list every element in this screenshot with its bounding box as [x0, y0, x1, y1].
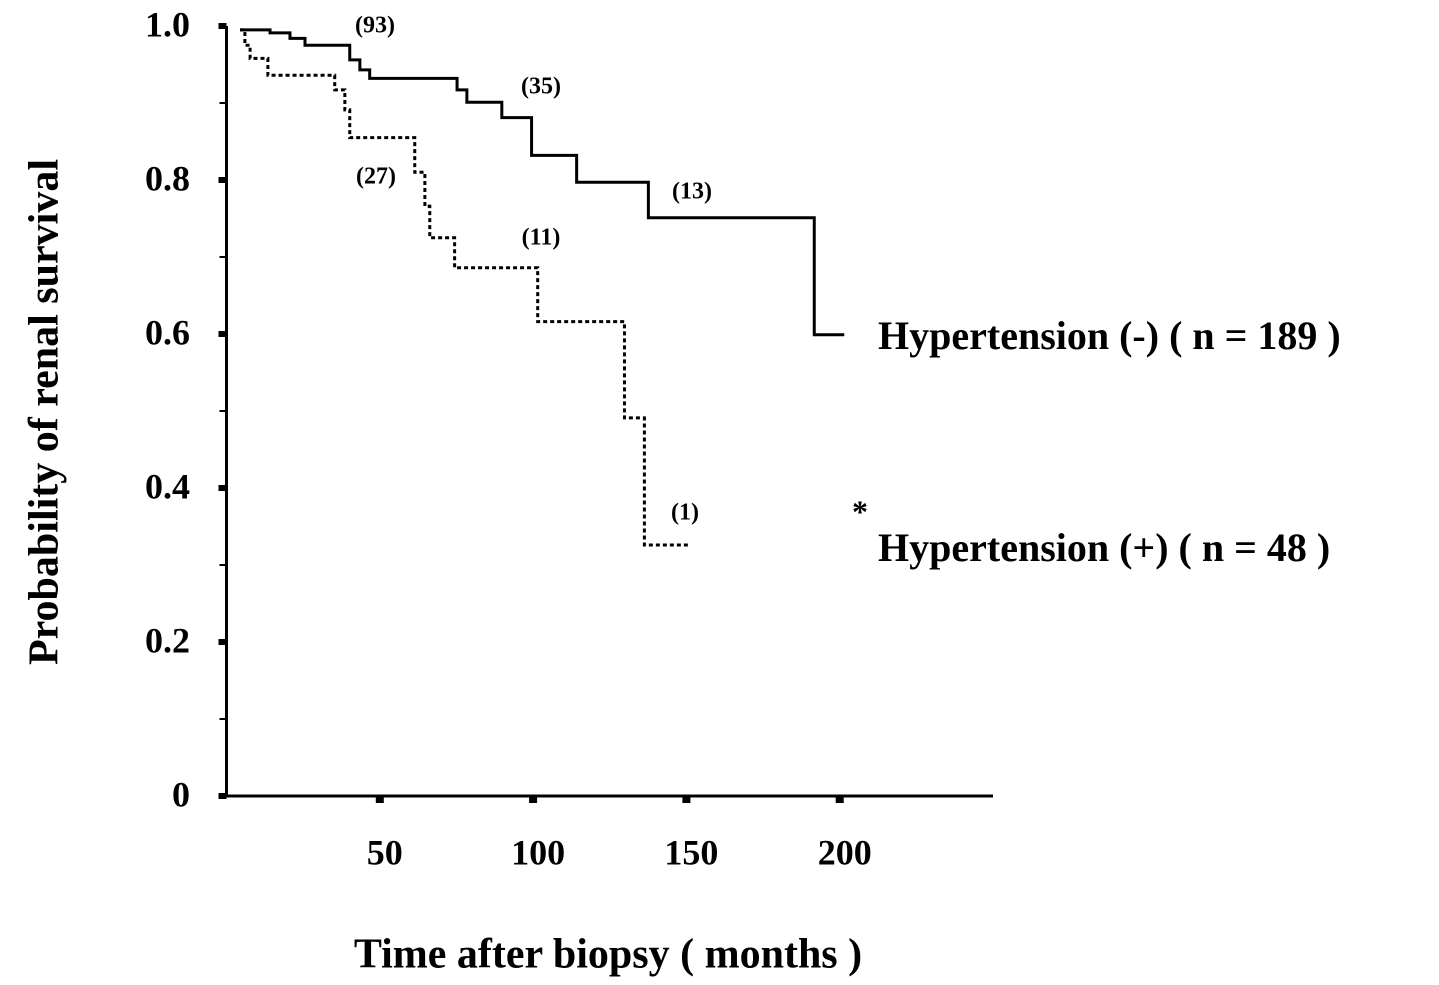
x-tick: [529, 796, 538, 803]
annotation: (93): [355, 13, 395, 39]
survival-line: [239, 28, 690, 547]
x-axis-title: Time after biopsy ( months ): [354, 932, 862, 978]
series-label: Hypertension (+) ( n = 48 ): [878, 525, 1330, 570]
x-tick-label: 200: [818, 832, 872, 872]
annotation: (11): [522, 225, 561, 251]
annotation: (35): [521, 74, 561, 100]
y-tick-label: 0.6: [145, 312, 190, 352]
y-tick-label: 0.2: [145, 620, 190, 660]
x-tick: [682, 796, 691, 803]
survival-line: [239, 28, 845, 337]
y-tick: [218, 331, 227, 337]
annotation: (27): [356, 164, 396, 190]
y-tick: [218, 23, 227, 29]
y-tick: [218, 485, 227, 491]
annotation: (13): [672, 179, 712, 205]
x-tick-label: 50: [367, 832, 403, 872]
y-axis-title: Probability of renal survival: [22, 159, 68, 665]
x-tick-label: 150: [664, 832, 718, 872]
annotation: (1): [671, 500, 699, 526]
y-tick-label: 0: [172, 774, 190, 814]
y-tick-label: 0.4: [145, 466, 190, 506]
y-tick: [218, 177, 227, 183]
y-tick-label: 0.8: [145, 158, 190, 198]
y-tick: [218, 793, 227, 799]
x-tick: [375, 796, 384, 803]
series-label: Hypertension (-) ( n = 189 ): [878, 313, 1341, 358]
y-tick-label: 1.0: [145, 4, 190, 44]
x-tick: [835, 796, 844, 803]
annotation: *: [852, 493, 868, 529]
x-tick-label: 100: [511, 832, 565, 872]
y-tick: [218, 639, 227, 645]
